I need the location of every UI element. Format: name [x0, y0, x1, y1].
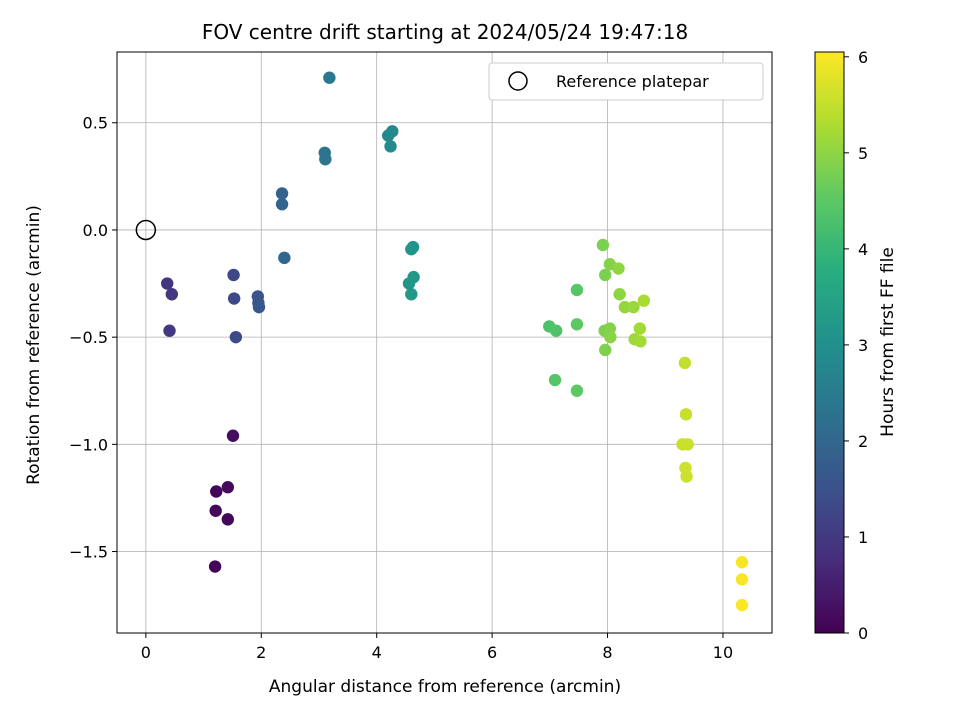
colorbar-gradient [814, 51, 845, 634]
data-point [386, 125, 399, 138]
data-point [252, 300, 266, 314]
y-tick-label: −1.0 [69, 435, 108, 454]
colorbar-tick-label: 0 [858, 624, 868, 643]
data-point [209, 504, 222, 517]
colorbar-tick-label: 2 [858, 432, 868, 451]
plot-area [117, 52, 772, 633]
reference-platepar-marker [135, 219, 157, 241]
data-point [570, 318, 584, 331]
reference-marker-group [135, 219, 157, 241]
data-point [549, 324, 563, 337]
data-point [275, 187, 289, 200]
y-axis-label: Rotation from reference (arcmin) [24, 205, 44, 485]
x-tick-label: 0 [141, 643, 151, 662]
x-axis-label: Angular distance from reference (arcmin) [269, 677, 621, 697]
data-point [406, 240, 420, 254]
data-point [633, 322, 647, 335]
x-tick-label: 6 [487, 643, 497, 662]
legend-marker-open-circle [508, 71, 528, 91]
legend-box [488, 62, 764, 101]
data-point [735, 598, 749, 612]
data-point [570, 283, 584, 297]
data-point [275, 198, 289, 211]
data-point [384, 140, 397, 153]
data-point [405, 288, 418, 301]
x-tick-label: 8 [602, 643, 612, 662]
data-point [599, 268, 612, 282]
data-point [679, 408, 693, 421]
colorbar: 0 1 2 3 4 5 6 Hours from first FF file [814, 48, 898, 643]
x-tick-label: 4 [372, 643, 382, 662]
legend-entry-label: Reference platepar [556, 72, 709, 91]
data-point [637, 294, 651, 307]
colorbar-tick-label: 4 [858, 240, 868, 259]
colorbar-ticks: 0 1 2 3 4 5 6 [844, 48, 868, 643]
data-point [227, 292, 241, 305]
data-point [221, 513, 235, 526]
data-point [618, 300, 632, 314]
data-point [278, 251, 291, 265]
data-point [735, 573, 749, 586]
data-point [604, 330, 617, 344]
data-point [681, 438, 694, 451]
data-point [548, 373, 562, 387]
y-tick-label: −1.5 [69, 543, 108, 562]
chart-title: FOV centre drift starting at 2024/05/24 … [202, 20, 688, 44]
plot-frame [116, 51, 773, 634]
data-point [599, 343, 612, 357]
data-point [210, 485, 223, 498]
y-tick-label: 0.5 [83, 114, 108, 133]
data-point [226, 429, 240, 442]
data-point [596, 238, 610, 252]
data-point [613, 288, 626, 301]
data-point [680, 470, 693, 483]
colorbar-tick-label: 5 [858, 144, 868, 163]
data-points [161, 71, 749, 612]
data-point [165, 288, 179, 301]
y-tick-label: −0.5 [69, 328, 108, 347]
colorbar-tick-label: 3 [858, 336, 868, 355]
legend: Reference platepar [488, 62, 764, 101]
data-point [323, 71, 336, 84]
data-point [407, 270, 420, 284]
x-axis-ticks: 0 2 4 6 8 10 [141, 633, 733, 662]
colorbar-tick-label: 1 [858, 528, 868, 547]
data-point [735, 556, 749, 569]
data-point [227, 268, 240, 282]
data-point [570, 384, 584, 397]
colorbar-tick-label: 6 [858, 48, 868, 67]
colorbar-label: Hours from first FF file [878, 247, 898, 437]
data-point [612, 262, 625, 275]
data-point [627, 300, 640, 314]
data-point [161, 277, 174, 290]
x-tick-label: 10 [713, 643, 733, 662]
data-point [229, 330, 243, 344]
data-point [678, 356, 692, 370]
data-point [163, 324, 176, 337]
y-axis-ticks: 0.5 0.0 −0.5 −1.0 −1.5 [69, 114, 117, 562]
data-point [319, 152, 332, 166]
data-point [221, 481, 235, 494]
x-tick-label: 2 [256, 643, 266, 662]
y-tick-label: 0.0 [83, 221, 108, 240]
data-point [208, 560, 222, 573]
data-point [634, 335, 647, 348]
